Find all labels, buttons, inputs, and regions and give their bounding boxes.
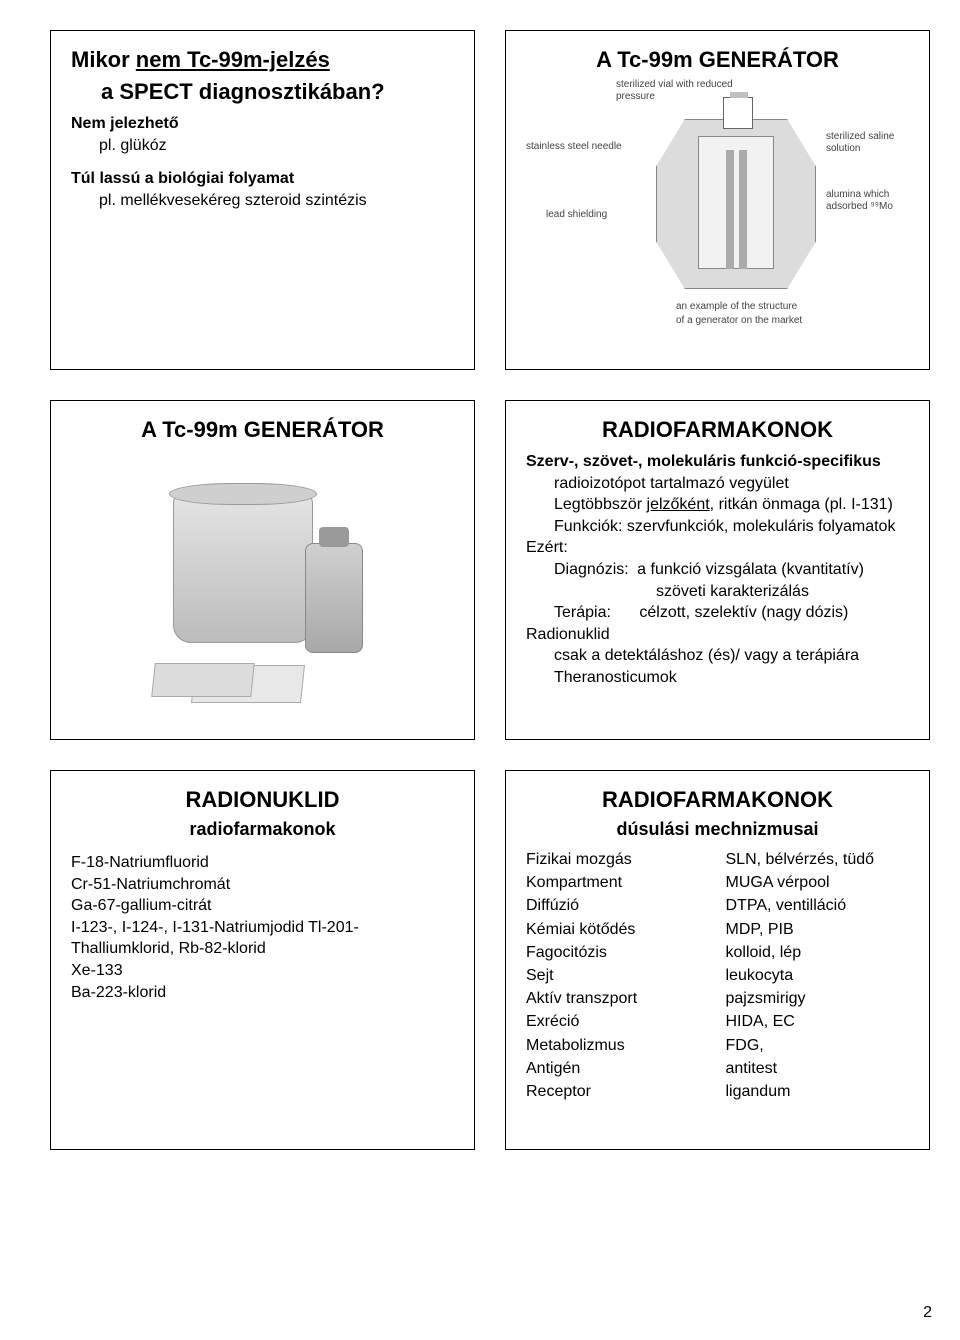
panel-when-not-tc99m: Mikor nem Tc-99m-jelzés a SPECT diagnosz… — [50, 30, 475, 370]
bucket-icon — [173, 493, 313, 643]
list-item: F-18-Natriumfluorid — [71, 852, 454, 874]
mech-right: HIDA, EC — [726, 1010, 910, 1033]
heading-tul-lassu: Túl lassú a biológiai folyamat — [71, 168, 454, 190]
p4-l6a: Diagnózis: — [554, 561, 629, 578]
p4-l6: Diagnózis: a funkció vizsgálata (kvantit… — [554, 559, 909, 581]
mech-right: kolloid, lép — [726, 941, 910, 964]
panel5-subtitle: radiofarmakonok — [71, 819, 454, 840]
mech-right: DTPA, ventilláció — [726, 894, 910, 917]
p4-l1: Szerv-, szövet-, molekuláris funkció-spe… — [526, 451, 909, 473]
p4-l7: Terápia: célzott, szelektív (nagy dózis) — [554, 602, 909, 624]
heading-nem-jelezheto: Nem jelezhető — [71, 113, 454, 135]
panel1-title: Mikor nem Tc-99m-jelzés — [71, 47, 454, 73]
bottle-icon — [305, 543, 363, 653]
p4-l7b: célzott, szelektív (nagy dózis) — [639, 604, 848, 621]
generator-kit-image — [143, 483, 383, 703]
mech-left: Aktív transzport — [526, 987, 710, 1010]
panel6-col-left: Fizikai mozgás Kompartment Diffúzió Kémi… — [526, 848, 710, 1103]
mech-left: Kompartment — [526, 871, 710, 894]
list-item: Ba-223-klorid — [71, 982, 454, 1004]
panel6-title: RADIOFARMAKONOK — [526, 787, 909, 813]
panel6-col-right: SLN, bélvérzés, tüdő MUGA vérpool DTPA, … — [726, 848, 910, 1103]
p4-l3c: , ritkán önmaga (pl. I-131) — [710, 496, 893, 513]
caption1: an example of the structure — [676, 301, 797, 313]
title-pre: Mikor — [71, 47, 136, 72]
p4-l9: csak a detektáláshoz (és)/ vagy a terápi… — [554, 645, 909, 667]
panel3-title: A Tc-99m GENERÁTOR — [71, 417, 454, 443]
p4-l3: Legtöbbször jelzőként, ritkán önmaga (pl… — [554, 494, 909, 516]
list-item: Cr-51-Natriumchromát — [71, 874, 454, 896]
list-item: Xe-133 — [71, 960, 454, 982]
label-vial: sterilized vial with reduced pressure — [616, 79, 736, 102]
mech-left: Antigén — [526, 1057, 710, 1080]
p4-l2: radioizotópot tartalmazó vegyület — [554, 473, 909, 495]
page-number: 2 — [923, 1304, 932, 1322]
mech-right: SLN, bélvérzés, tüdő — [726, 848, 910, 871]
panel5-title: RADIONUKLID — [71, 787, 454, 813]
panel6-subtitle: dúsulási mechnizmusai — [526, 819, 909, 840]
p4-l3a: Legtöbbször — [554, 496, 647, 513]
mech-right: FDG, — [726, 1034, 910, 1057]
list-item: Ga-67-gallium-citrát — [71, 895, 454, 917]
mech-right: MUGA vérpool — [726, 871, 910, 894]
label-saline: sterilized saline solution — [826, 131, 926, 154]
panel2-title: A Tc-99m GENERÁTOR — [526, 47, 909, 73]
label-alumina: alumina which adsorbed ⁹⁹Mo — [826, 189, 926, 212]
list-item: I-123-, I-124-, I-131-Natriumjodid Tl-20… — [71, 917, 454, 960]
title-mid: nem Tc-99m-jelzés — [136, 47, 330, 72]
mech-left: Receptor — [526, 1080, 710, 1103]
bucket-lid-icon — [169, 483, 317, 505]
bottle-cap-icon — [319, 527, 349, 547]
panel-generator-diagram: A Tc-99m GENERÁTOR sterilized vial with … — [505, 30, 930, 370]
column-left-icon — [726, 150, 734, 269]
mech-right: antitest — [726, 1057, 910, 1080]
package-box2-icon — [151, 663, 255, 697]
column-right-icon — [739, 150, 747, 269]
inner-cavity-icon — [698, 136, 775, 269]
label-needle: stainless steel needle — [526, 141, 626, 153]
p4-l10: Theranosticumok — [554, 667, 909, 689]
panel-radiofarmakonok: RADIOFARMAKONOK Szerv-, szövet-, molekul… — [505, 400, 930, 740]
p4-l8: Radionuklid — [526, 624, 909, 646]
panel1-title-line2: a SPECT diagnosztikában? — [101, 79, 454, 105]
p4-l5: Ezért: — [526, 537, 909, 559]
panel-radionuklid-list: RADIONUKLID radiofarmakonok F-18-Natrium… — [50, 770, 475, 1150]
p4-l4: Funkciók: szervfunkciók, molekuláris fol… — [554, 516, 909, 538]
panel6-columns: Fizikai mozgás Kompartment Diffúzió Kémi… — [526, 848, 909, 1103]
mech-right: leukocyta — [726, 964, 910, 987]
mech-left: Metabolizmus — [526, 1034, 710, 1057]
mech-left: Kémiai kötődés — [526, 918, 710, 941]
mech-left: Diffúzió — [526, 894, 710, 917]
line-szteroid: pl. mellékvesekéreg szteroid szintézis — [99, 190, 454, 212]
panel5-list: F-18-Natriumfluorid Cr-51-Natriumchromát… — [71, 852, 454, 1003]
panel-dusulasi-mechanizmusai: RADIOFARMAKONOK dúsulási mechnizmusai Fi… — [505, 770, 930, 1150]
mech-right: ligandum — [726, 1080, 910, 1103]
p4-l7a: Terápia: — [554, 604, 611, 621]
mech-right: pajzsmirigy — [726, 987, 910, 1010]
panel4-title: RADIOFARMAKONOK — [526, 417, 909, 443]
panel-generator-kit: A Tc-99m GENERÁTOR — [50, 400, 475, 740]
generator-diagram: sterilized vial with reduced pressure st… — [526, 79, 909, 339]
p4-l3b: jelzőként — [647, 496, 710, 513]
mech-right: MDP, PIB — [726, 918, 910, 941]
label-shield: lead shielding — [546, 209, 626, 221]
line-glukoz: pl. glükóz — [99, 135, 454, 157]
mech-left: Exréció — [526, 1010, 710, 1033]
generator-body — [656, 119, 816, 289]
mech-left: Sejt — [526, 964, 710, 987]
mech-left: Fizikai mozgás — [526, 848, 710, 871]
p4-l6c: szöveti karakterizálás — [656, 581, 909, 603]
mech-left: Fagocitózis — [526, 941, 710, 964]
caption2: of a generator on the market — [676, 315, 802, 327]
p4-l6b: a funkció vizsgálata (kvantitatív) — [637, 561, 864, 578]
